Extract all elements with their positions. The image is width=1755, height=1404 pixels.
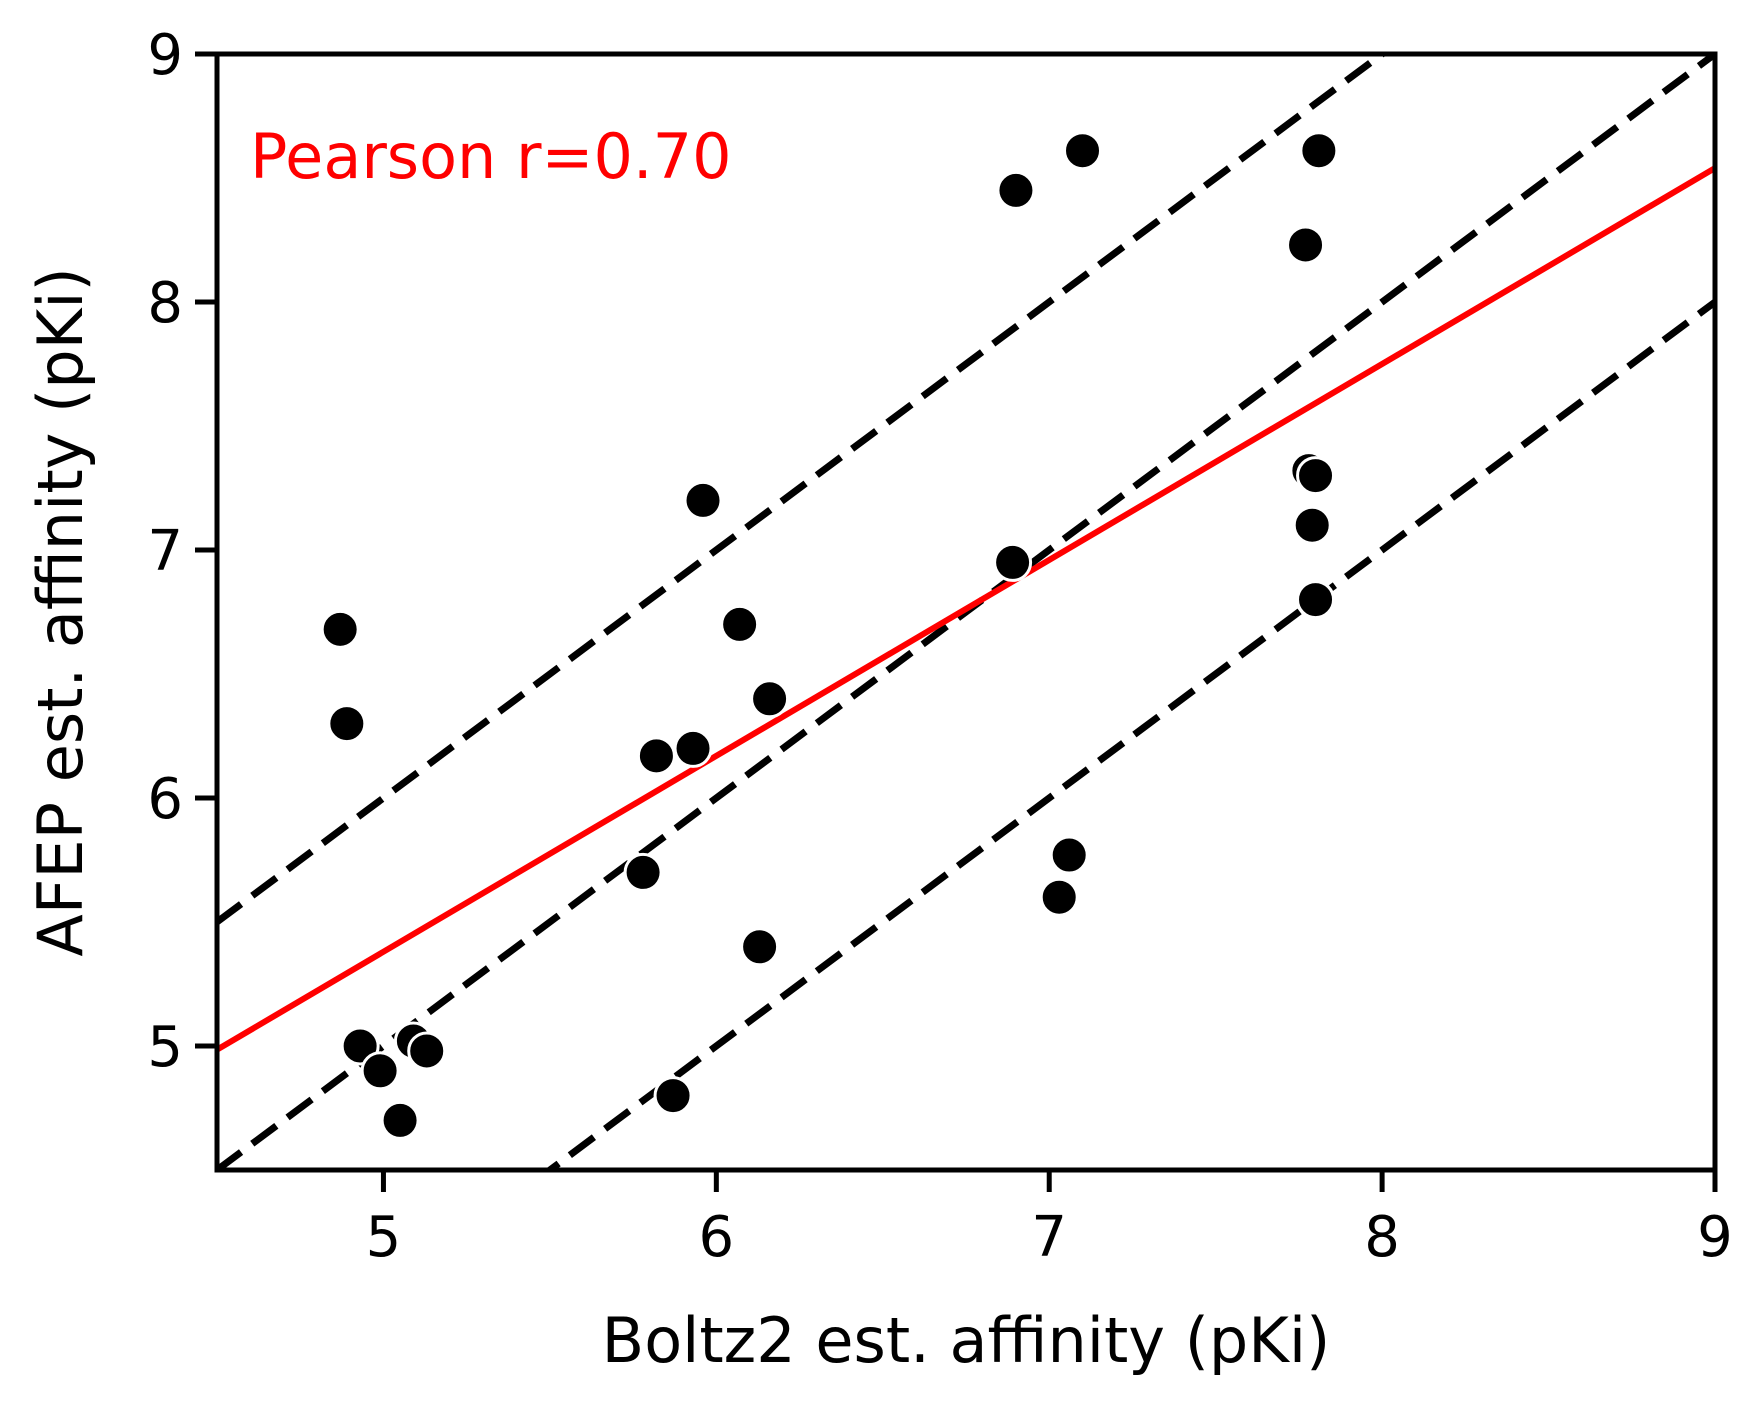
data-point [360, 1051, 400, 1091]
data-point [380, 1100, 420, 1140]
data-point [327, 704, 367, 744]
y-tick-label: 5 [147, 1015, 183, 1080]
regression-line [217, 165, 1715, 1053]
plot-frame [214, 51, 1718, 1173]
x-tick-label: 6 [699, 1205, 735, 1270]
data-point [1292, 505, 1332, 545]
pearson-annotation: Pearson r=0.70 [250, 120, 732, 193]
data-point [1286, 225, 1326, 265]
x-tick-label: 8 [1364, 1205, 1400, 1270]
data-point [320, 609, 360, 649]
data-point [653, 1076, 693, 1116]
data-point [996, 170, 1036, 210]
y-axis-label: AFEP est. affinity (pKi) [24, 267, 97, 956]
data-point [683, 480, 723, 520]
data-point [623, 852, 663, 892]
data-point [1063, 131, 1103, 171]
data-point [750, 679, 790, 719]
data-point [1296, 456, 1336, 496]
data-point [673, 728, 713, 768]
data-points [320, 131, 1339, 1140]
data-point [636, 736, 676, 776]
data-point [993, 542, 1033, 582]
data-point [407, 1031, 447, 1071]
data-point [1049, 835, 1089, 875]
x-tick-label: 7 [1031, 1205, 1067, 1270]
data-point [1039, 877, 1079, 917]
y-tick-label: 7 [147, 519, 183, 584]
y-tick-label: 6 [147, 767, 183, 832]
x-axis-ticks: 5 6 7 8 9 [366, 1170, 1733, 1270]
fit-line-group [217, 165, 1715, 1053]
x-axis-label: Boltz2 est. affinity (pKi) [602, 1304, 1331, 1377]
x-tick-label: 9 [1697, 1205, 1733, 1270]
y-tick-label: 8 [147, 271, 183, 336]
data-point [720, 604, 760, 644]
x-tick-label: 5 [366, 1205, 402, 1270]
data-point [1299, 131, 1339, 171]
reference-line-1 [217, 54, 1388, 925]
data-point [740, 927, 780, 967]
reference-line-3 [544, 299, 1715, 1170]
reference-lines [217, 54, 1715, 1170]
data-point [1296, 580, 1336, 620]
y-tick-label: 9 [147, 23, 183, 88]
y-axis-ticks: 5 6 7 8 9 [147, 23, 217, 1080]
